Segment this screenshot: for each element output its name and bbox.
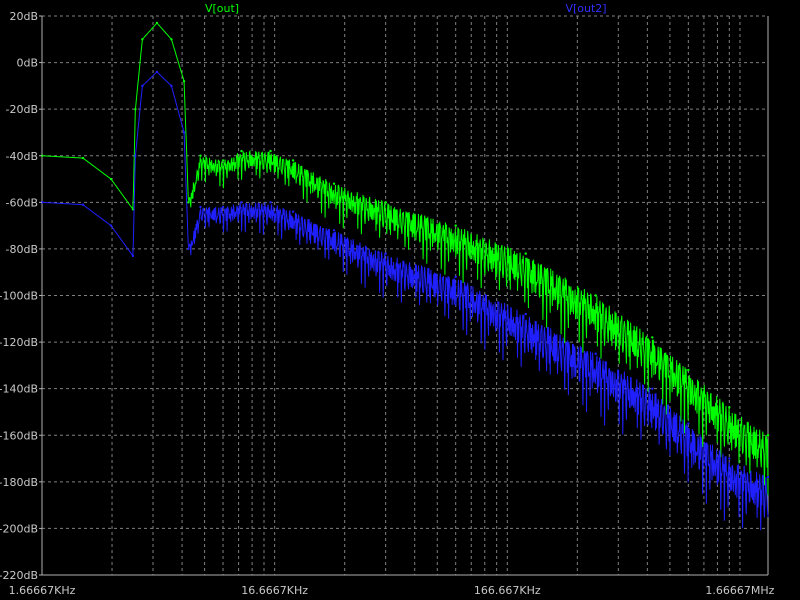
x-tick-labels: 1.66667KHz 16.6667KHz 166.667KHz 1.66667MHz	[9, 584, 775, 597]
data-point-vout2	[141, 84, 144, 88]
data-point-vout	[594, 294, 597, 297]
y-tick-labels: 20dB 0dB -20dB -40dB -60dB -80dB -100dB -120dB -…	[0, 10, 42, 582]
data-point-vout	[728, 406, 731, 409]
y-tick-label: 0dB	[16, 57, 38, 70]
data-point-vout2	[269, 201, 272, 204]
data-point-vout2	[109, 224, 113, 227]
y-tick-label: -220dB	[0, 569, 38, 582]
data-point-vout	[687, 368, 690, 372]
data-point-vout	[199, 154, 202, 157]
data-point-vout	[134, 107, 137, 111]
data-point-vout2	[170, 84, 173, 88]
data-point-vout2	[187, 247, 190, 251]
data-point-vout	[384, 201, 387, 204]
y-tick-label: -160dB	[0, 429, 38, 442]
data-point-vout	[651, 336, 654, 339]
data-point-vout	[182, 80, 186, 83]
data-point-vout2	[199, 205, 202, 209]
data-point-vout2	[221, 205, 225, 209]
series-vout-line	[42, 22, 769, 496]
data-point-vout	[240, 149, 243, 153]
data-point-vout2	[766, 475, 770, 479]
data-point-vout2	[240, 201, 243, 204]
data-point-vout	[332, 182, 336, 185]
data-point-vout2	[651, 387, 654, 390]
data-point-vout	[221, 159, 225, 162]
y-tick-label: -80dB	[6, 243, 39, 256]
y-tick-label: -60dB	[6, 196, 39, 209]
legend-vout[interactable]: V[out]	[205, 2, 239, 15]
data-point-vout2	[155, 70, 159, 74]
data-point-vout2	[291, 210, 295, 213]
data-point-vout	[454, 224, 457, 227]
x-tick-label: 166.667KHz	[474, 584, 541, 597]
y-tick-label: -180dB	[0, 476, 38, 489]
data-point-vout	[524, 252, 527, 255]
data-point-vout	[155, 21, 159, 25]
data-point-vout2	[687, 422, 690, 425]
legend-vout2[interactable]: V[out2]	[565, 2, 606, 15]
data-point-vout2	[131, 254, 135, 258]
y-tick-label: -140dB	[0, 383, 38, 396]
data-point-vout2	[384, 252, 387, 255]
series-vout2-line	[41, 71, 769, 531]
data-point-vout2	[81, 203, 85, 206]
data-point-vout	[766, 434, 770, 437]
y-tick-label: -20dB	[6, 103, 39, 116]
data-point-vout2	[134, 154, 137, 157]
y-tick-label: 20dB	[9, 10, 38, 23]
data-point-vout2	[728, 457, 731, 460]
data-point-vout2	[594, 352, 597, 355]
data-point-vout	[187, 201, 190, 204]
data-point-vout2	[182, 131, 186, 134]
data-point-vout	[131, 208, 135, 211]
data-point-vout2	[332, 229, 336, 232]
data-point-vout	[170, 38, 173, 41]
y-tick-label: -200dB	[0, 522, 38, 535]
data-point-vout	[269, 149, 272, 153]
y-tick-label: -100dB	[0, 290, 38, 303]
data-point-vout	[141, 38, 144, 41]
y-tick-label: -120dB	[0, 336, 38, 349]
x-tick-label: 1.66667KHz	[9, 584, 76, 597]
data-point-vout	[291, 159, 295, 162]
x-tick-label: 1.66667MHz	[705, 584, 774, 597]
series-layer	[40, 21, 770, 531]
data-point-vout2	[524, 312, 527, 316]
data-point-vout	[109, 177, 113, 181]
data-point-vout	[81, 156, 85, 160]
data-point-vout2	[454, 275, 457, 279]
y-tick-label: -40dB	[6, 150, 39, 163]
x-tick-label: 16.6667KHz	[241, 584, 308, 597]
